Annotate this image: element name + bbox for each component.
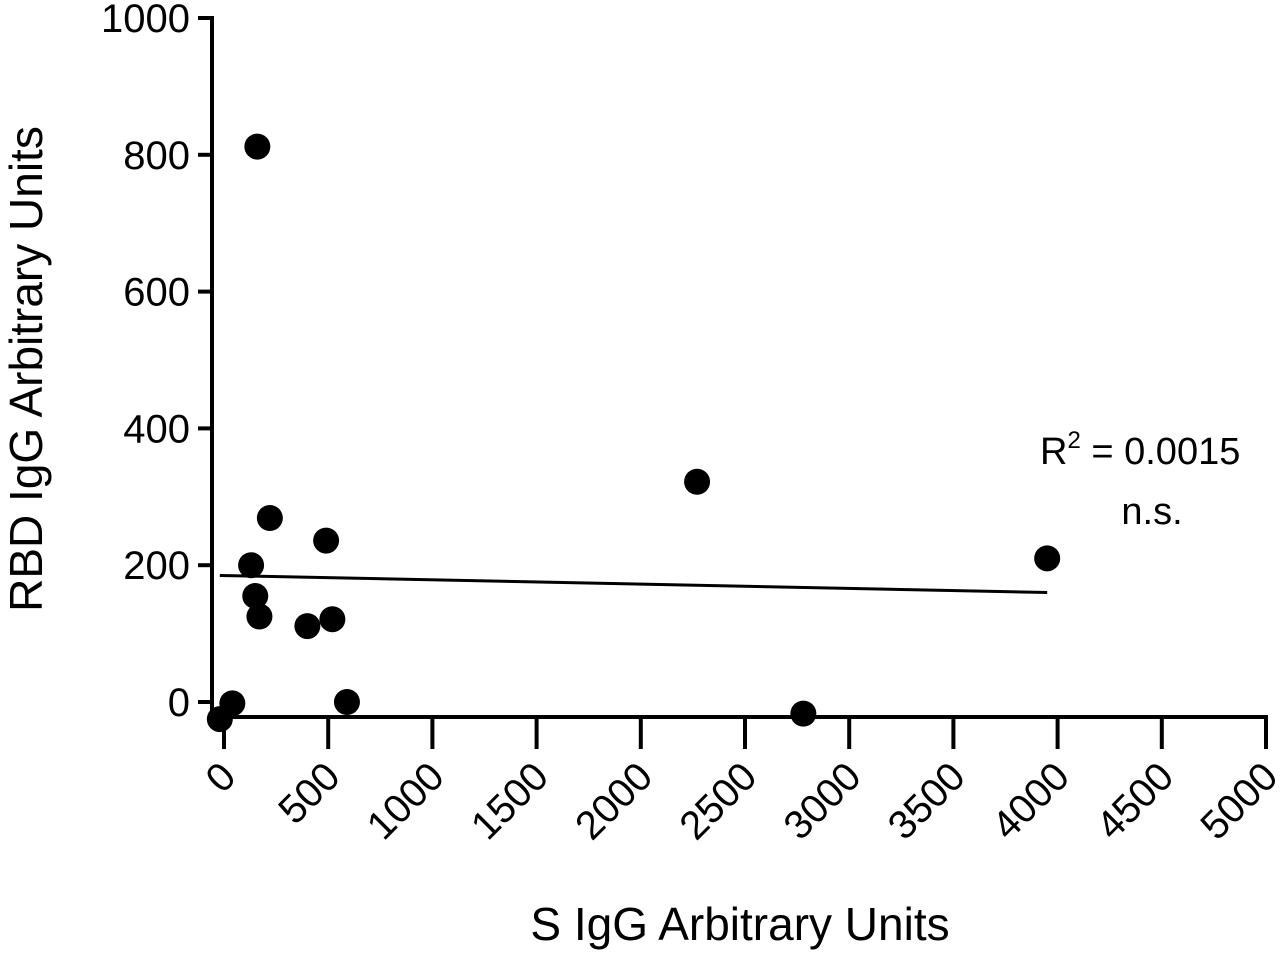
data-point-13 — [206, 706, 233, 733]
data-point-14 — [790, 700, 817, 727]
y-ticks: 0 200 400 600 800 1000 — [101, 0, 212, 725]
y-tick-label-1000: 1000 — [101, 0, 190, 41]
significance-annotation: n.s. — [1121, 491, 1182, 533]
x-tick-label-3000: 3000 — [776, 754, 870, 848]
regression-line — [219, 573, 1048, 595]
regression-line-group — [219, 573, 1048, 595]
x-ticks: 0 500 1000 1500 2000 2500 3000 3500 4000 4500 5000 — [198, 717, 1280, 848]
y-tick-label-400: 400 — [123, 407, 190, 451]
y-tick-label-600: 600 — [123, 271, 190, 315]
data-point-5 — [313, 527, 340, 554]
y-tick-label-0: 0 — [168, 681, 190, 725]
x-tick-label-2500: 2500 — [671, 754, 765, 848]
data-point-12 — [333, 689, 360, 715]
data-point-1 — [244, 133, 271, 160]
x-tick-label-1000: 1000 — [359, 754, 453, 848]
data-point-2 — [684, 468, 711, 495]
axes — [210, 16, 1268, 719]
x-tick-label-5000: 5000 — [1192, 754, 1280, 848]
x-axis-title: S IgG Arbitrary Units — [530, 898, 949, 950]
data-point-9 — [294, 613, 321, 640]
r-squared-value: = 0.0015 — [1081, 431, 1241, 473]
x-tick-label-4000: 4000 — [984, 754, 1078, 848]
data-point-6 — [238, 552, 265, 579]
y-tick-label-200: 200 — [123, 544, 190, 588]
y-tick-label-800: 800 — [123, 134, 190, 178]
r-squared-exponent: 2 — [1067, 427, 1080, 454]
x-tick-label-2000: 2000 — [567, 754, 661, 848]
r-squared-label: R — [1040, 431, 1067, 473]
data-point-8 — [246, 603, 273, 630]
x-tick-label-0: 0 — [198, 754, 245, 801]
x-tick-label-3500: 3500 — [880, 754, 974, 848]
data-point-4 — [256, 505, 283, 532]
x-tick-label-500: 500 — [270, 754, 348, 832]
x-tick-label-1500: 1500 — [463, 754, 557, 848]
data-point-3 — [1034, 545, 1061, 572]
x-tick-label-4500: 4500 — [1088, 754, 1182, 848]
data-point-7 — [242, 582, 269, 609]
data-points — [206, 133, 1061, 733]
r-squared-annotation: R2 = 0.0015 — [1040, 427, 1240, 473]
data-point-10 — [319, 606, 346, 633]
y-axis-title: RBD IgG Arbitrary Units — [0, 126, 52, 612]
